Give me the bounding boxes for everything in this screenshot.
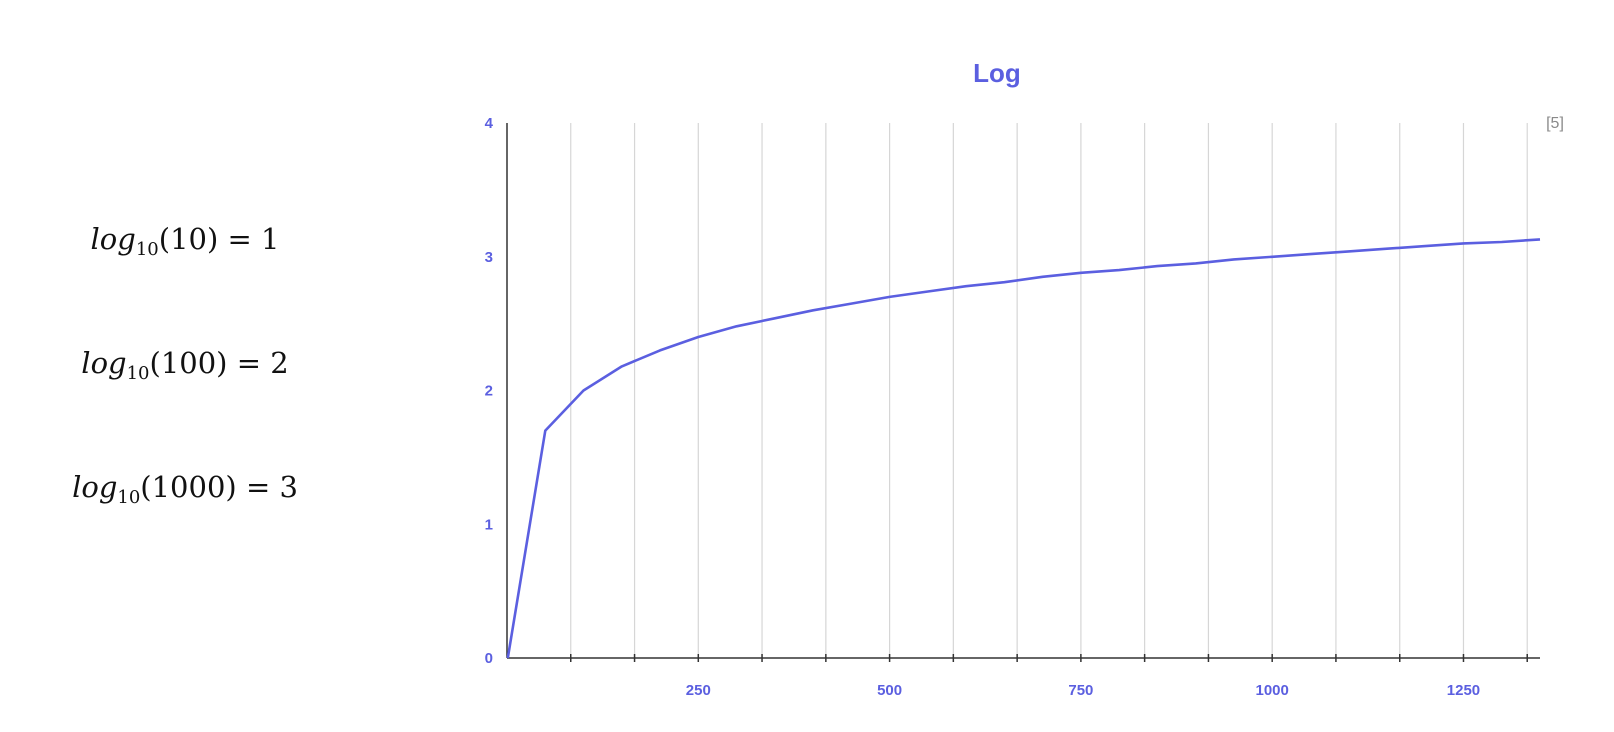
equation-function: log: [72, 470, 118, 504]
equation-argument: (100): [149, 346, 228, 380]
equation-function: log: [81, 346, 127, 380]
equation-base: 10: [117, 487, 141, 508]
equation-log10-100: log10(100) = 2: [0, 346, 370, 384]
x-tick-label: 500: [877, 682, 902, 699]
tick-labels: 0 1 2 3 4 250 500 750 1000 1250: [485, 115, 1481, 699]
y-tick-label: 2: [485, 383, 493, 400]
series-line: [506, 238, 1541, 659]
y-tick-label: 1: [485, 516, 493, 533]
y-tick-label: 0: [485, 650, 493, 667]
equation-function: log: [90, 222, 136, 256]
reference-label: [5]: [1546, 115, 1564, 132]
y-tick-label: 3: [485, 249, 493, 266]
equation-result: = 3: [236, 470, 298, 504]
y-tick-label: 4: [485, 115, 494, 132]
x-tick-label: 250: [686, 682, 711, 699]
x-tick-label: 1000: [1255, 682, 1288, 699]
equation-base: 10: [126, 363, 150, 384]
equation-base: 10: [135, 239, 159, 260]
equation-argument: (10): [158, 222, 219, 256]
equation-argument: (1000): [140, 470, 237, 504]
chart-title: Log: [973, 58, 1021, 88]
axes: [506, 123, 1540, 662]
equation-log10-10: log10(10) = 1: [0, 222, 370, 260]
equation-log10-1000: log10(1000) = 3: [0, 470, 370, 508]
equation-result: = 2: [227, 346, 289, 380]
x-tick-label: 1250: [1447, 682, 1480, 699]
grid-lines: [570, 123, 1528, 658]
equation-result: = 1: [218, 222, 280, 256]
series-layer: [506, 238, 1541, 659]
equations-panel: log10(10) = 1 log10(100) = 2 log10(1000)…: [0, 0, 370, 732]
x-tick-label: 750: [1068, 682, 1093, 699]
